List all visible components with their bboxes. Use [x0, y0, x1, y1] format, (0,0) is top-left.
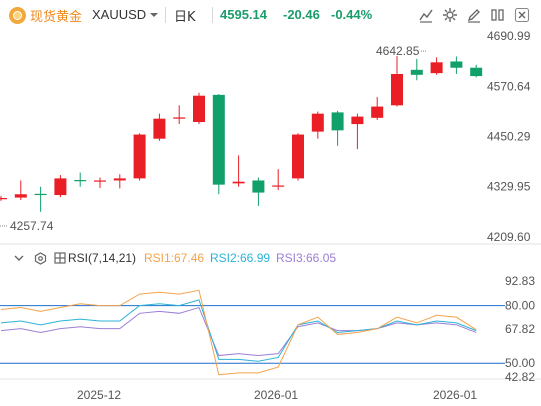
rsi1-value: RSI1:67.46 — [144, 251, 205, 265]
instrument-code[interactable]: XAUUSD — [92, 7, 147, 22]
price-axis-label: 4690.99 — [487, 30, 531, 43]
time-axis-label: 2026-01 — [254, 388, 298, 402]
indicator-collapse-icon[interactable] — [12, 251, 26, 265]
price-chart[interactable]: 4690.99 4570.64 4450.29 4329.95 4209.60 4642.… — [0, 30, 541, 406]
rsi3-line — [0, 306, 477, 357]
last-price: 4595.14 — [220, 7, 267, 22]
candle-body — [331, 112, 344, 131]
rsi-axis-label: 92.83 — [505, 274, 535, 288]
candle-body — [430, 62, 443, 74]
line-draw-icon — [419, 9, 433, 23]
rsi-axis-label: 80.00 — [505, 299, 535, 313]
indicator-grid-icon[interactable] — [53, 251, 67, 265]
rsi2-value: RSI2:66.99 — [210, 251, 271, 265]
candle-body — [0, 198, 7, 200]
close-button[interactable] — [512, 5, 532, 25]
line-draw-button[interactable] — [416, 5, 436, 25]
price-change-pct: -0.44% — [331, 7, 373, 22]
divider — [165, 7, 166, 23]
price-axis-label: 4209.60 — [487, 230, 531, 244]
candle-body — [450, 61, 463, 68]
period-selector[interactable]: 日K — [174, 10, 196, 25]
candle-body — [173, 117, 186, 119]
divider — [212, 7, 213, 23]
price-axis-label: 4329.95 — [487, 180, 531, 194]
candle-body — [272, 185, 285, 187]
time-axis-label: 2025-12 — [77, 388, 121, 402]
layout-icon — [491, 9, 504, 21]
candle-body — [74, 180, 87, 182]
close-icon — [514, 7, 530, 23]
dropdown-caret-icon[interactable] — [150, 13, 158, 17]
pencil-draw-button[interactable] — [464, 5, 484, 25]
high-price-label: 4642.85 — [376, 44, 420, 58]
rsi-indicator-name: RSI(7,14,21) — [68, 251, 137, 265]
price-change: -20.46 — [283, 7, 320, 22]
price-axis-label: 4450.29 — [487, 130, 531, 144]
candle-body — [311, 113, 324, 132]
logo-icon — [9, 7, 26, 24]
rsi-axis-label: 67.82 — [505, 322, 535, 336]
indicator-settings-icon[interactable] — [33, 251, 47, 265]
candle-body — [371, 106, 384, 118]
rsi-axis-label: 42.82 — [505, 370, 535, 384]
candle-body — [470, 67, 483, 77]
candle-body — [193, 95, 205, 123]
candle-body — [153, 118, 166, 139]
rsi-axis-label: 50.00 — [505, 356, 535, 370]
candle-body — [252, 180, 265, 193]
candle-body — [232, 181, 245, 184]
candle-body — [34, 193, 47, 196]
candle-body — [410, 69, 423, 75]
instrument-name[interactable]: 现货黄金 — [30, 10, 83, 25]
time-axis-label: 2026-01 — [433, 388, 477, 402]
candle-body — [292, 134, 304, 179]
candle-body — [14, 194, 27, 198]
settings-icon — [443, 8, 457, 22]
candle-body — [351, 116, 364, 125]
layout-button[interactable] — [488, 5, 508, 25]
rsi1-line — [0, 289, 477, 376]
settings-button[interactable] — [440, 5, 460, 25]
candle-body — [212, 94, 225, 185]
candle-body — [391, 73, 403, 106]
rsi2-line — [0, 299, 477, 362]
candle-body — [133, 134, 146, 179]
low-price-label: 4257.74 — [10, 219, 54, 233]
candle-body — [113, 178, 126, 181]
rsi3-value: RSI3:66.05 — [276, 251, 337, 265]
top-toolbar: 现货黄金 XAUUSD 日K 4595.14 -20.46 -0.44% — [0, 0, 541, 30]
price-axis-label: 4570.64 — [487, 79, 531, 93]
candle-body — [54, 178, 67, 196]
candle-body — [94, 180, 106, 182]
pencil-draw-icon — [467, 9, 480, 23]
